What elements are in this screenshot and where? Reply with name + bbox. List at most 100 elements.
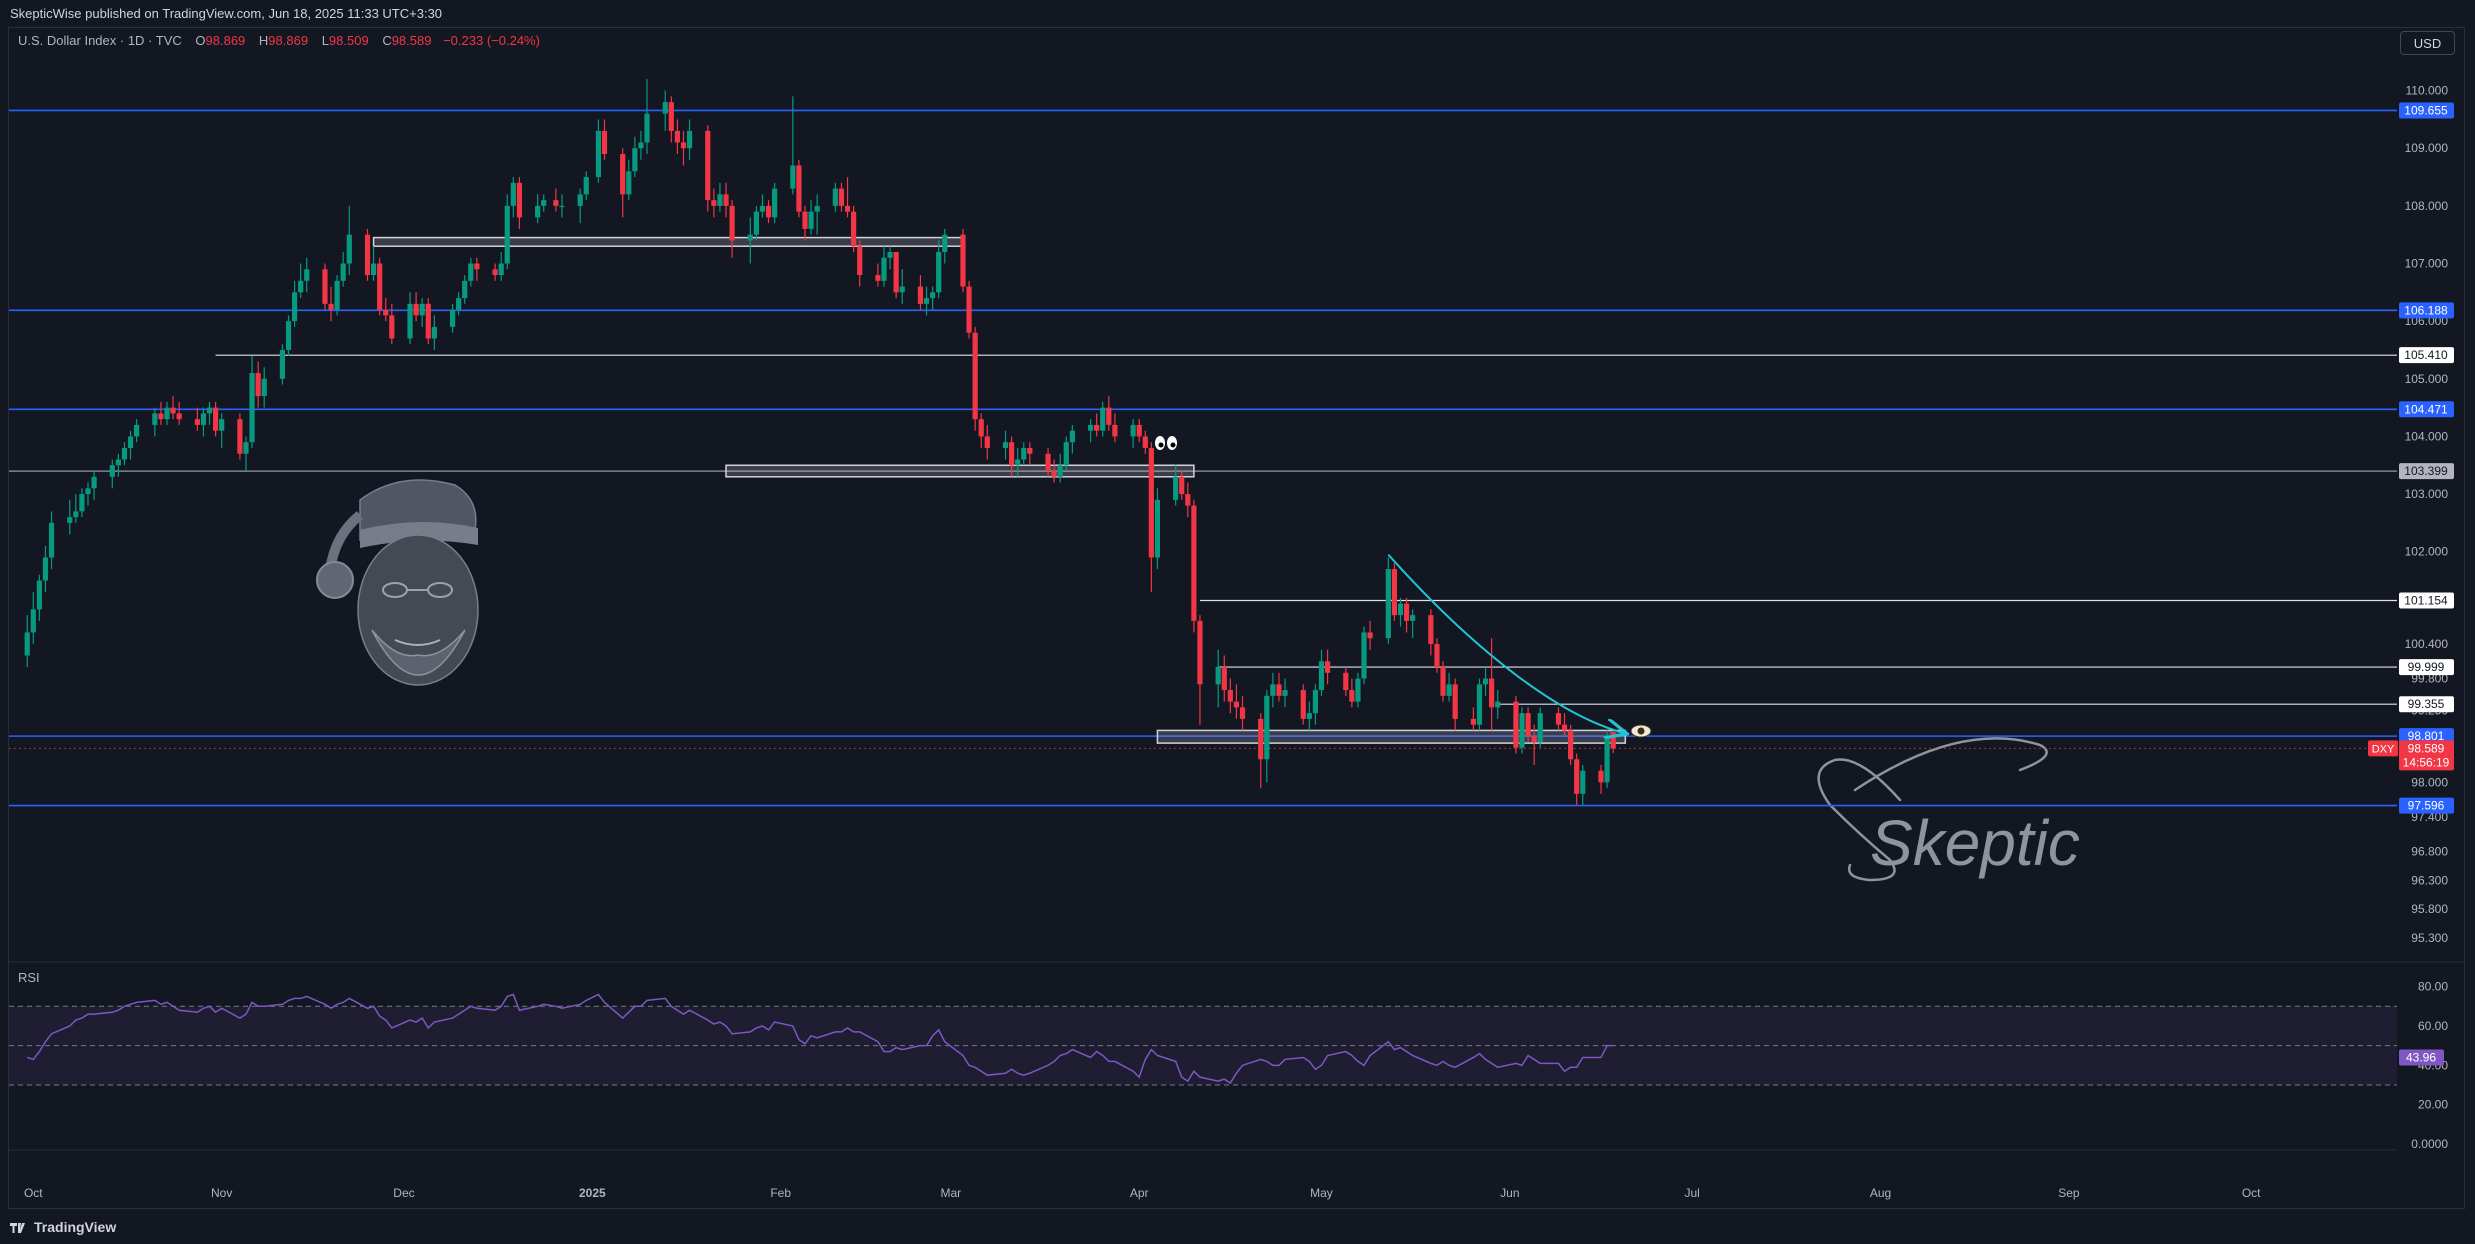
candle-body xyxy=(1355,678,1361,702)
candle-body xyxy=(893,251,899,293)
candle-body xyxy=(425,303,431,339)
candle-body xyxy=(249,373,255,443)
candle-body xyxy=(638,142,644,149)
rsi-tick-label: 20.00 xyxy=(2418,1098,2448,1112)
level-price-badge xyxy=(2399,302,2454,319)
time-tick-label: Oct xyxy=(2242,1186,2261,1200)
candle-body xyxy=(917,286,924,304)
chart-frame xyxy=(8,27,2465,1209)
level-price-label: 106.188 xyxy=(2404,303,2448,317)
candle-body xyxy=(1568,730,1574,760)
candle-body xyxy=(1610,732,1616,749)
candle-body xyxy=(474,263,480,270)
candle-body xyxy=(1002,442,1009,448)
candle-body xyxy=(595,130,602,178)
candle-body xyxy=(407,303,413,339)
price-chart[interactable]: Skeptic 110.000 109.000 108.000 107.000 106.… xyxy=(0,0,2475,1209)
candle-body xyxy=(923,298,930,304)
candle-body xyxy=(577,194,583,206)
candle-body xyxy=(334,280,340,310)
candle-body xyxy=(1410,615,1416,621)
rsi-tick-label: 0.0000 xyxy=(2411,1137,2448,1151)
rsi-value-badge xyxy=(2399,1049,2444,1066)
candle-body xyxy=(668,102,674,131)
level-price-badge xyxy=(2399,696,2454,713)
tradingview-logo-icon xyxy=(10,1223,25,1234)
candle-body xyxy=(237,419,243,454)
level-price-label: 103.399 xyxy=(2404,464,2448,478)
time-tick-label: Jul xyxy=(1684,1186,1699,1200)
candle-body xyxy=(1197,620,1203,685)
candle-body xyxy=(1598,770,1604,783)
candle-body xyxy=(30,609,36,633)
open-value: 98.869 xyxy=(205,33,246,48)
candle-body xyxy=(285,321,292,350)
currency-button[interactable]: USD xyxy=(2400,31,2455,55)
time-tick-label: 2025 xyxy=(579,1186,606,1200)
tradingview-logo[interactable]: TradingView xyxy=(10,1219,116,1235)
candle-body xyxy=(1452,684,1458,719)
candle-body xyxy=(936,251,942,293)
candle-body xyxy=(759,205,766,212)
candle-body xyxy=(930,292,936,299)
price-tick-label: 96.300 xyxy=(2411,873,2448,887)
candle-body xyxy=(1179,476,1185,495)
zone-box xyxy=(725,464,1195,478)
candle-body xyxy=(1489,678,1495,708)
candle-body xyxy=(1185,494,1191,506)
tradingview-brand: TradingView xyxy=(34,1219,117,1235)
candle-body xyxy=(91,476,97,489)
candle-body xyxy=(340,263,346,281)
symbol-legend: U.S. Dollar Index · 1D · TVC O98.869 H98… xyxy=(18,33,540,48)
candle-body xyxy=(814,205,820,212)
candle-body xyxy=(206,407,213,414)
time-tick-label: Aug xyxy=(1870,1186,1891,1200)
candle-body xyxy=(42,557,49,581)
candle-body xyxy=(134,424,140,437)
candle-body xyxy=(1015,459,1021,466)
countdown-label: 14:56:19 xyxy=(2403,755,2450,769)
time-tick-label: Apr xyxy=(1130,1186,1149,1200)
price-tick-label: 98.000 xyxy=(2411,775,2448,789)
price-tick-label: 95.800 xyxy=(2411,902,2448,916)
candle-body xyxy=(626,171,632,195)
candle-body xyxy=(875,275,881,281)
candle-body xyxy=(1215,667,1221,685)
level-price-badge xyxy=(2399,659,2454,676)
low-value: 98.509 xyxy=(328,33,369,48)
candle-body xyxy=(1367,632,1373,639)
candle-body xyxy=(1470,718,1476,725)
level-price-badge xyxy=(2399,347,2454,364)
level-price-badge xyxy=(2399,592,2454,609)
candle-body xyxy=(662,102,668,114)
time-tick-label: May xyxy=(1310,1186,1333,1200)
candle-body xyxy=(790,165,796,189)
candle-body xyxy=(1561,724,1568,731)
candle-body xyxy=(1513,701,1519,748)
candle-body xyxy=(243,442,249,454)
level-price-label: 97.596 xyxy=(2408,799,2445,813)
candle-body xyxy=(857,246,863,276)
candle-body xyxy=(322,269,328,304)
level-price-label: 109.655 xyxy=(2404,103,2448,117)
candle-body xyxy=(1027,447,1033,454)
candle-body xyxy=(802,211,808,229)
price-tick-label: 102.000 xyxy=(2405,545,2449,559)
candle-body xyxy=(838,188,845,206)
candle-body xyxy=(1258,718,1264,760)
time-tick-label: Dec xyxy=(393,1186,414,1200)
candle-body xyxy=(1087,424,1094,431)
candle-body xyxy=(200,413,207,425)
candle-body xyxy=(298,280,304,293)
candle-body xyxy=(1391,569,1398,616)
candle-body xyxy=(601,130,608,154)
candle-body xyxy=(1361,632,1367,679)
candle-body xyxy=(1397,603,1404,616)
symbol-name[interactable]: U.S. Dollar Index · 1D · TVC xyxy=(18,33,182,48)
price-tick-label: 109.000 xyxy=(2405,141,2449,155)
candle-body xyxy=(1519,713,1525,748)
price-tick-label: 104.000 xyxy=(2405,429,2449,443)
santa-avatar xyxy=(316,479,479,686)
candle-body xyxy=(73,511,79,518)
candle-body xyxy=(1525,713,1531,737)
